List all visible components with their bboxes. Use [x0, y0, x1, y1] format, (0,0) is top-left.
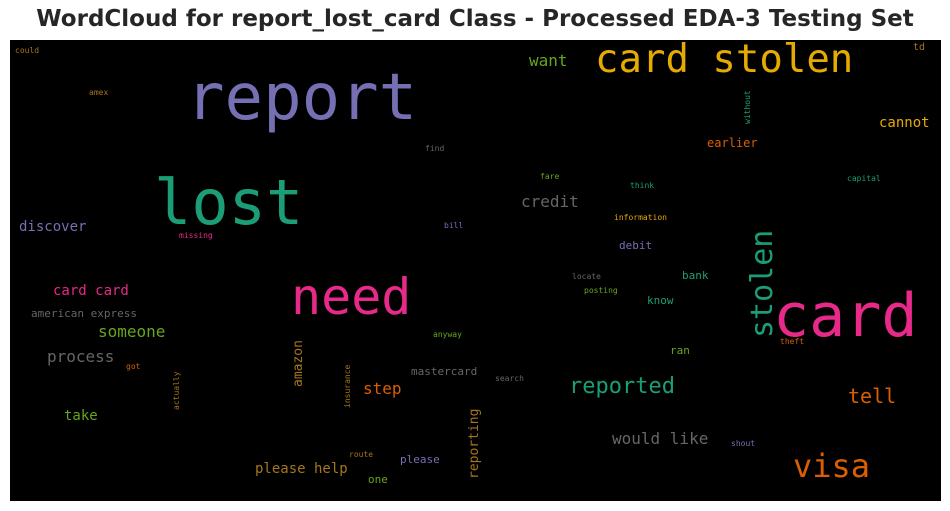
word-want: want	[529, 51, 568, 70]
word-insurance: insurance	[343, 364, 352, 408]
word-td: td	[913, 42, 926, 53]
word-search: search	[495, 374, 524, 383]
word-step: step	[363, 379, 402, 398]
word-mastercard: mastercard	[411, 365, 478, 378]
word-lost: lost	[154, 166, 304, 239]
word-tell: tell	[848, 384, 897, 408]
word-information: information	[614, 213, 667, 222]
word-know: know	[647, 294, 674, 307]
word-reporting: reporting	[467, 408, 482, 479]
word-ran: ran	[670, 344, 690, 357]
word-please: please	[400, 453, 440, 466]
word-someone: someone	[98, 322, 166, 341]
word-take: take	[64, 408, 98, 424]
word-fare: fare	[540, 172, 560, 181]
word-locate: locate	[572, 272, 601, 281]
word-actually: actually	[172, 371, 181, 410]
word-cannot: cannot	[879, 115, 930, 131]
word-earlier: earlier	[707, 136, 758, 150]
word-cloud: report card stolen lost need card stolen…	[10, 40, 941, 501]
word-credit: credit	[521, 192, 579, 211]
word-please-help: please help	[255, 461, 348, 477]
word-anyway: anyway	[433, 330, 462, 339]
word-capital: capital	[847, 174, 881, 183]
word-stolen: stolen	[745, 229, 780, 338]
word-posting: posting	[584, 286, 618, 295]
word-could: could	[15, 46, 40, 55]
word-missing: missing	[179, 231, 213, 240]
word-theft: theft	[780, 337, 805, 346]
word-got: got	[126, 362, 141, 371]
word-card-card: card card	[53, 283, 129, 299]
word-without: without	[743, 90, 752, 124]
word-visa: visa	[793, 447, 871, 485]
chart-title: WordCloud for report_lost_card Class - P…	[36, 6, 914, 32]
word-need: need	[291, 268, 412, 326]
word-one: one	[368, 473, 388, 486]
word-bank: bank	[682, 269, 709, 282]
word-find: find	[425, 144, 445, 153]
word-think: think	[630, 181, 655, 190]
word-discover: discover	[19, 219, 87, 235]
word-card-stolen: card stolen	[595, 40, 854, 82]
word-debit: debit	[619, 239, 653, 252]
word-reported: reported	[569, 374, 675, 399]
word-process: process	[47, 347, 115, 366]
word-shout: shout	[731, 439, 756, 448]
word-bill: bill	[444, 221, 464, 230]
word-route: route	[349, 450, 374, 459]
word-amazon: amazon	[291, 340, 306, 387]
word-card: card	[773, 281, 918, 351]
word-report: report	[186, 61, 418, 135]
word-american-express: american express	[31, 307, 137, 320]
word-amex: amex	[89, 88, 109, 97]
word-would-like: would like	[612, 429, 709, 448]
